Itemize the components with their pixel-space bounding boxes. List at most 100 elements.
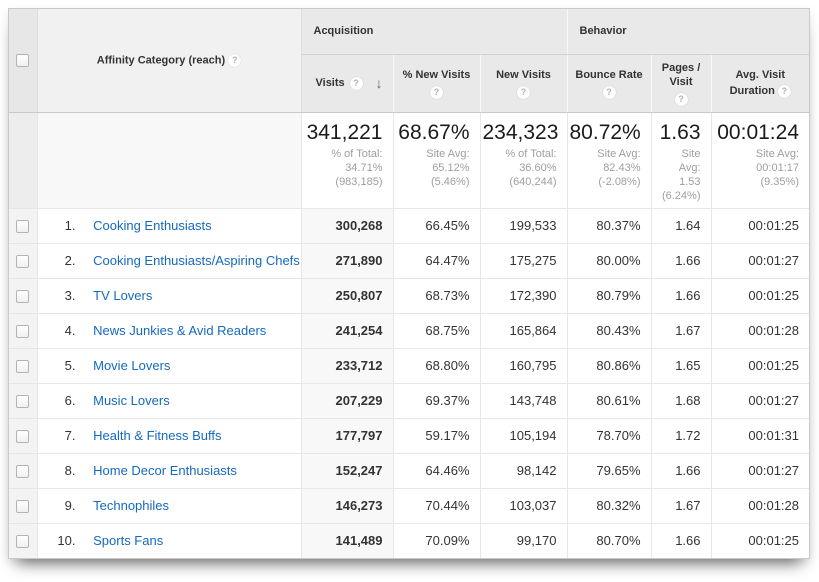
avg-visit-duration-cell: 00:01:28	[710, 487, 809, 523]
new-visits-cell: 160,795	[479, 347, 567, 383]
select-all-checkbox[interactable]	[16, 53, 30, 67]
row-checkbox[interactable]	[16, 500, 30, 514]
column-header-new-visits-pct[interactable]: % New Visits ?	[393, 54, 481, 113]
pages-visit-cell: 1.67	[650, 312, 711, 348]
bounce-rate-cell: 80.79%	[566, 277, 651, 313]
group-header-acquisition: Acquisition	[301, 9, 568, 55]
behavior-label: Behavior	[579, 25, 627, 38]
avg-visit-duration-cell: 00:01:27	[710, 452, 809, 488]
new-visits-pct-cell: 70.44%	[392, 487, 480, 523]
bounce-rate-cell: 80.61%	[566, 382, 651, 418]
row-checkbox[interactable]	[16, 255, 30, 269]
avg-visit-duration-cell: 00:01:25	[710, 522, 809, 558]
visits-cell: 207,229	[300, 382, 393, 418]
bounce-rate-cell: 79.65%	[566, 452, 651, 488]
row-checkbox-cell	[9, 312, 38, 348]
category-cell: 1. Cooking Enthusiasts	[37, 207, 301, 243]
table-row: 7. Health & Fitness Buffs 177,797 59.17%…	[9, 417, 809, 453]
help-icon[interactable]: ?	[349, 76, 363, 90]
category-link[interactable]: Music Lovers	[93, 393, 170, 408]
row-checkbox-cell	[9, 522, 38, 558]
column-header-new-visits[interactable]: New Visits ?	[480, 54, 568, 113]
new-visits-cell: 98,142	[479, 452, 567, 488]
category-link[interactable]: Home Decor Enthusiasts	[93, 463, 237, 478]
new-visits-pct-cell: 66.45%	[392, 207, 480, 243]
summary-avg-visit-duration-sub: Site Avg: 00:01:17 (9.35%)	[755, 147, 799, 188]
table-row: 2. Cooking Enthusiasts/Aspiring Chefs 27…	[9, 242, 809, 278]
category-link[interactable]: Technophiles	[93, 498, 170, 513]
table-row: 8. Home Decor Enthusiasts 152,247 64.46%…	[9, 452, 809, 488]
row-checkbox-cell	[9, 382, 38, 418]
bounce-rate-cell: 78.70%	[566, 417, 651, 453]
help-icon[interactable]: ?	[228, 53, 242, 67]
category-link[interactable]: Movie Lovers	[93, 358, 171, 373]
pages-visit-cell: 1.68	[650, 382, 711, 418]
row-index: 9.	[64, 498, 76, 513]
category-link[interactable]: Cooking Enthusiasts	[93, 218, 212, 233]
help-icon[interactable]: ?	[674, 92, 688, 106]
help-icon[interactable]: ?	[430, 85, 443, 99]
category-link[interactable]: Cooking Enthusiasts/Aspiring Chefs	[93, 253, 300, 268]
bounce-rate-cell: 80.70%	[566, 522, 651, 558]
category-cell: 7. Health & Fitness Buffs	[37, 417, 301, 453]
column-header-pages-visit[interactable]: Pages / Visit ?	[651, 54, 712, 113]
row-checkbox[interactable]	[16, 325, 30, 339]
row-index: 5.	[64, 358, 76, 373]
column-header-avg-visit-duration[interactable]: Avg. Visit Duration ?	[711, 54, 809, 113]
row-index: 8.	[64, 463, 76, 478]
category-link[interactable]: News Junkies & Avid Readers	[93, 323, 267, 338]
bounce-rate-cell: 80.43%	[566, 312, 651, 348]
category-cell: 10. Sports Fans	[37, 522, 301, 558]
avg-visit-duration-cell: 00:01:25	[710, 347, 809, 383]
new-visits-pct-cell: 59.17%	[392, 417, 480, 453]
row-checkbox-cell	[9, 242, 38, 278]
sort-descending-icon[interactable]: ↓	[375, 75, 383, 91]
table-row: 1. Cooking Enthusiasts 300,268 66.45% 19…	[9, 207, 809, 243]
new-visits-pct-cell: 68.75%	[392, 312, 480, 348]
summary-new-visits-pct: 68.67% Site Avg: 65.12% (5.46%)	[392, 112, 480, 209]
summary-category-cell	[37, 112, 302, 209]
category-link[interactable]: Sports Fans	[93, 533, 164, 549]
row-checkbox-cell	[9, 487, 38, 523]
row-checkbox[interactable]	[16, 535, 30, 549]
row-checkbox[interactable]	[16, 465, 30, 479]
row-index: 2.	[64, 253, 76, 268]
summary-new-visits-pct-value: 68.67%	[398, 120, 470, 144]
new-visits-cell: 103,037	[479, 487, 567, 523]
pages-visit-cell: 1.72	[650, 417, 711, 453]
category-link[interactable]: TV Lovers	[93, 288, 153, 303]
category-link[interactable]: Health & Fitness Buffs	[93, 428, 222, 443]
avg-visit-duration-label: Avg. Visit Duration	[729, 69, 786, 97]
summary-pages-visit: 1.63 Site Avg: 1.53 (6.24%)	[650, 112, 711, 209]
acquisition-label: Acquisition	[313, 25, 374, 38]
visits-cell: 241,254	[300, 312, 393, 348]
help-icon[interactable]: ?	[517, 85, 530, 99]
row-checkbox-cell	[9, 207, 38, 243]
category-cell: 6. Music Lovers	[37, 382, 301, 418]
row-checkbox[interactable]	[16, 395, 30, 409]
category-cell: 8. Home Decor Enthusiasts	[37, 452, 301, 488]
row-checkbox-cell	[9, 417, 38, 453]
help-icon[interactable]: ?	[777, 84, 791, 98]
row-checkbox[interactable]	[16, 290, 30, 304]
row-checkbox[interactable]	[16, 430, 30, 444]
column-header-affinity-category[interactable]: Affinity Category (reach) ?	[37, 9, 302, 113]
new-visits-cell: 165,864	[479, 312, 567, 348]
column-header-bounce-rate[interactable]: Bounce Rate ?	[567, 54, 652, 113]
table-row: 5. Movie Lovers 233,712 68.80% 160,795 8…	[9, 347, 809, 383]
visits-cell: 152,247	[300, 452, 393, 488]
table-row: 10. Sports Fans 141,489 70.09% 99,170 80…	[9, 522, 809, 558]
summary-visits: 341,221 % of Total: 34.71% (983,185)	[300, 112, 393, 209]
new-visits-label: New Visits	[496, 68, 551, 81]
summary-pages-visit-sub: Site Avg: 1.53 (6.24%)	[661, 147, 701, 202]
row-index: 7.	[64, 428, 76, 443]
row-checkbox[interactable]	[16, 360, 30, 374]
avg-visit-duration-cell: 00:01:31	[710, 417, 809, 453]
new-visits-pct-label: % New Visits	[402, 68, 471, 81]
column-header-visits[interactable]: Visits ? ↓	[301, 54, 394, 113]
category-cell: 4. News Junkies & Avid Readers	[37, 312, 301, 348]
summary-new-visits-sub: % of Total: 36.60% (640,244)	[505, 147, 557, 188]
pages-visit-cell: 1.66	[650, 277, 711, 313]
row-checkbox[interactable]	[16, 220, 30, 234]
help-icon[interactable]: ?	[602, 85, 616, 99]
